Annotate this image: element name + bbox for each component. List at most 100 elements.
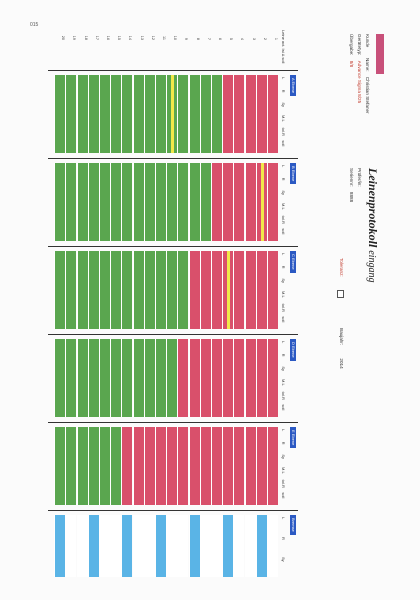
table-row bbox=[87, 251, 99, 329]
table-row bbox=[233, 75, 245, 153]
cell-fill bbox=[268, 75, 278, 153]
cell-fill bbox=[55, 163, 66, 241]
table-row bbox=[121, 339, 133, 417]
cell-fill bbox=[178, 427, 189, 505]
cell-fill bbox=[189, 75, 200, 153]
column-header: tol.R bbox=[281, 303, 286, 312]
column-header: tol.R bbox=[281, 391, 286, 400]
cell-fill bbox=[66, 75, 77, 153]
cell-fill bbox=[245, 339, 256, 417]
table-row bbox=[166, 427, 178, 505]
table-row bbox=[65, 427, 77, 505]
cell-fill bbox=[200, 515, 211, 577]
cell-fill bbox=[245, 251, 256, 329]
cell-fill bbox=[111, 427, 122, 505]
table-row bbox=[222, 515, 234, 577]
cell-fill bbox=[256, 339, 267, 417]
cell-fill bbox=[77, 75, 88, 153]
table-row bbox=[143, 163, 155, 241]
table-row bbox=[199, 339, 211, 417]
cell-fill bbox=[144, 427, 155, 505]
cell-fill bbox=[144, 339, 155, 417]
table-row bbox=[121, 427, 133, 505]
cell-fill bbox=[156, 163, 166, 241]
cell-fill bbox=[77, 515, 88, 577]
table-row bbox=[267, 163, 278, 241]
column-header: M.L bbox=[281, 379, 286, 386]
table-row bbox=[99, 515, 110, 577]
row-index-header: Leine act. Ist Δ soll bbox=[281, 30, 286, 64]
column-header: R bbox=[281, 265, 286, 269]
table-row bbox=[99, 75, 110, 153]
cell-fill bbox=[256, 75, 267, 153]
table-row bbox=[267, 339, 278, 417]
cell-fill bbox=[189, 515, 200, 577]
cell-fill bbox=[133, 339, 144, 417]
cell-fill bbox=[55, 515, 66, 577]
table-row bbox=[211, 339, 222, 417]
table-row bbox=[177, 515, 189, 577]
cell-fill bbox=[189, 251, 200, 329]
table-row bbox=[155, 163, 166, 241]
block-3: C Ebene L R Sy M.L tol.R soll bbox=[48, 246, 298, 333]
row-index: 16 bbox=[106, 35, 110, 40]
block-label: D Ebene bbox=[290, 339, 296, 361]
field-toleranz: Toleranz: bbox=[339, 258, 344, 277]
rotated-document: Leinenprotokoll eingang Kunde Name: Chri… bbox=[48, 28, 388, 588]
column-header: M.L bbox=[281, 291, 286, 298]
cell-fill bbox=[212, 515, 222, 577]
table-row bbox=[166, 339, 178, 417]
toleranz-box bbox=[337, 290, 344, 298]
table-row bbox=[222, 75, 234, 153]
cell-fill bbox=[245, 427, 256, 505]
scan-mark: 015 bbox=[30, 22, 39, 28]
seriennr-value: 8888 bbox=[349, 191, 354, 203]
table-row bbox=[255, 427, 267, 505]
row-index: 17 bbox=[94, 35, 99, 40]
cell-fill bbox=[256, 515, 267, 577]
table-row bbox=[255, 251, 267, 329]
column-header: L bbox=[281, 165, 286, 168]
cell-fill bbox=[178, 339, 189, 417]
table-row bbox=[244, 339, 256, 417]
cell-fill bbox=[88, 427, 99, 505]
name-value: Christian Stefaner bbox=[365, 76, 370, 114]
table-row bbox=[143, 75, 155, 153]
table-row bbox=[255, 75, 267, 153]
cell-fill bbox=[223, 339, 234, 417]
cell-fill bbox=[66, 251, 77, 329]
row-index: 14 bbox=[128, 35, 133, 40]
table-row bbox=[244, 251, 256, 329]
table-row bbox=[143, 427, 155, 505]
block-2: B Ebene L R Sy M.L tol.R soll bbox=[48, 158, 298, 245]
table-row bbox=[65, 163, 77, 241]
row-index: 13 bbox=[139, 35, 144, 40]
table-row bbox=[211, 515, 222, 577]
cell-fill bbox=[212, 427, 222, 505]
table-row bbox=[110, 163, 122, 241]
cell-fill bbox=[178, 75, 189, 153]
row-index: 8 bbox=[195, 37, 200, 40]
table-row bbox=[54, 75, 66, 153]
cell-fill bbox=[245, 75, 256, 153]
row-index: 4 bbox=[240, 37, 245, 40]
field-baujahr: Baujahr: 2014 bbox=[339, 328, 344, 369]
column-header: tol.R bbox=[281, 479, 286, 488]
measurement-cells bbox=[50, 163, 278, 241]
row-index: 1 bbox=[274, 37, 278, 40]
table-row bbox=[155, 75, 166, 153]
geraet-value: Advance Sigma 8/25 bbox=[357, 60, 362, 104]
cell-fill bbox=[256, 427, 267, 505]
table-row bbox=[166, 251, 178, 329]
cell-fill bbox=[212, 163, 222, 241]
field-geraet: Gerätetyp: Advance Sigma 8/25 bbox=[357, 34, 362, 103]
row-index: 7 bbox=[206, 37, 211, 40]
table-row bbox=[121, 75, 133, 153]
row-index: 20 bbox=[61, 35, 66, 40]
cell-fill bbox=[167, 163, 178, 241]
pruefer-label: Prüfer/in: bbox=[357, 168, 362, 187]
cell-fill bbox=[268, 163, 278, 241]
cell-fill bbox=[111, 515, 122, 577]
table-row bbox=[54, 251, 66, 329]
